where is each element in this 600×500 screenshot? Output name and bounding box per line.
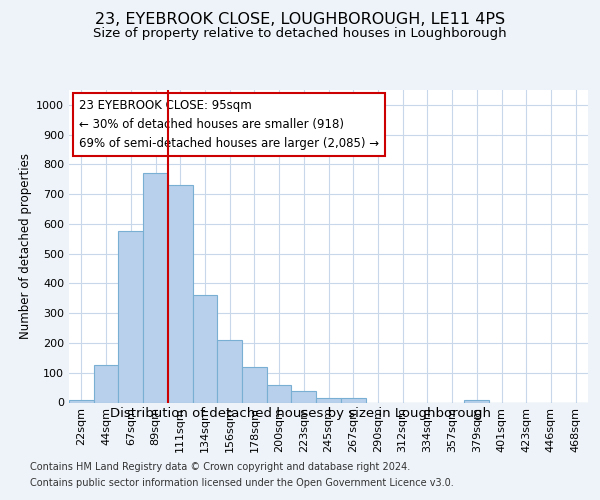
Bar [267,384,292,402]
Bar [94,366,118,403]
Bar [464,400,489,402]
Bar [168,185,193,402]
Text: 23, EYEBROOK CLOSE, LOUGHBOROUGH, LE11 4PS: 23, EYEBROOK CLOSE, LOUGHBOROUGH, LE11 4… [95,12,505,28]
Bar [118,232,143,402]
Bar [341,398,365,402]
Bar [217,340,242,402]
Text: Contains HM Land Registry data © Crown copyright and database right 2024.: Contains HM Land Registry data © Crown c… [30,462,410,472]
Text: Contains public sector information licensed under the Open Government Licence v3: Contains public sector information licen… [30,478,454,488]
Bar [143,174,168,402]
Text: 23 EYEBROOK CLOSE: 95sqm
← 30% of detached houses are smaller (918)
69% of semi-: 23 EYEBROOK CLOSE: 95sqm ← 30% of detach… [79,100,380,150]
Bar [316,398,341,402]
Bar [69,400,94,402]
Bar [242,367,267,402]
Text: Size of property relative to detached houses in Loughborough: Size of property relative to detached ho… [93,28,507,40]
Bar [193,296,217,403]
Y-axis label: Number of detached properties: Number of detached properties [19,153,32,339]
Text: Distribution of detached houses by size in Loughborough: Distribution of detached houses by size … [110,408,491,420]
Bar [292,390,316,402]
